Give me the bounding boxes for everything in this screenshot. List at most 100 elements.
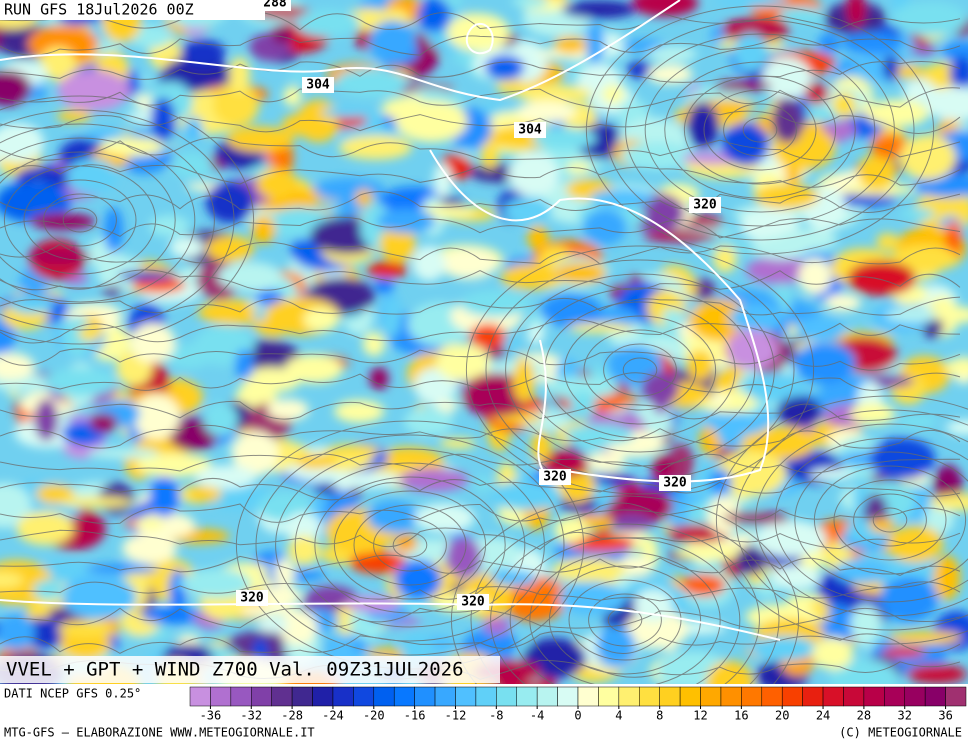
vvel-blob xyxy=(232,430,279,477)
vvel-blob xyxy=(184,116,203,141)
vvel-blob xyxy=(726,328,779,370)
colorbar-swatch xyxy=(802,686,824,707)
colorbar-tick-label: -24 xyxy=(322,709,344,723)
vvel-blob xyxy=(793,342,856,384)
vvel-blob xyxy=(337,472,404,489)
vvel-blob xyxy=(643,230,718,243)
vvel-blob xyxy=(888,631,962,645)
vvel-blob xyxy=(778,6,825,24)
colorbar-tick-label: -28 xyxy=(281,709,303,723)
vvel-blob xyxy=(834,558,890,584)
contour-label: 320 xyxy=(693,198,717,213)
streamline xyxy=(833,479,947,561)
vvel-blob xyxy=(949,56,968,91)
vvel-blob xyxy=(414,503,475,533)
contour-label-bg xyxy=(539,469,571,485)
colorbar-swatch xyxy=(843,686,865,707)
colorbar-swatch xyxy=(332,686,354,707)
streamline xyxy=(392,532,428,558)
colorbar-swatch xyxy=(761,686,783,707)
vvel-blob xyxy=(57,620,115,638)
vvel-blob xyxy=(33,579,64,601)
streamline xyxy=(62,207,98,233)
vvel-blob xyxy=(266,399,309,421)
colorbar-swatch xyxy=(393,686,415,707)
vvel-blob xyxy=(686,102,720,148)
vvel-blob xyxy=(890,244,958,273)
streamline xyxy=(0,348,961,371)
contour-label: 304 xyxy=(306,78,330,93)
vvel-blob xyxy=(132,394,181,440)
source-label: DATI NCEP GFS 0.25° xyxy=(4,687,141,701)
streamline xyxy=(465,245,815,495)
colorbar-swatch xyxy=(536,686,558,707)
streamline xyxy=(664,61,856,199)
vvel-blob xyxy=(583,208,627,246)
vvel-blob xyxy=(175,378,192,401)
colorbar-tick-label: 36 xyxy=(938,709,952,723)
footer-right: (C) METEOGIORNALE xyxy=(839,726,962,740)
contour-label: 320 xyxy=(663,476,687,491)
vvel-blob xyxy=(294,9,361,38)
streamline xyxy=(0,607,961,630)
colorbar-swatch xyxy=(598,686,620,707)
streamline xyxy=(23,179,137,261)
colorbar-swatch xyxy=(189,686,211,707)
vvel-blob xyxy=(284,354,343,384)
contour-label: 288 xyxy=(263,0,287,11)
colorbar-tick-label: -16 xyxy=(404,709,426,723)
vvel-blob xyxy=(754,520,827,557)
vvel-blob xyxy=(440,248,498,280)
vvel-blob xyxy=(362,331,386,357)
colorbar-tick-label: 28 xyxy=(857,709,871,723)
vvel-blob xyxy=(89,413,118,433)
colorbar-swatch xyxy=(230,686,252,707)
colorbar-swatch xyxy=(475,686,497,707)
vvel-blob xyxy=(714,80,772,92)
vvel-blob xyxy=(554,516,589,543)
vvel-blob xyxy=(733,32,768,72)
streamline xyxy=(735,409,968,631)
vvel-blob xyxy=(166,343,213,369)
vvel-blob xyxy=(101,286,123,297)
colorbar-swatch xyxy=(271,686,293,707)
streamline xyxy=(43,193,117,247)
colorbar-swatch xyxy=(434,686,456,707)
streamline xyxy=(0,241,961,265)
vvel-blob xyxy=(272,24,292,45)
colorbar-tick-label: -20 xyxy=(363,709,385,723)
streamline xyxy=(583,329,697,411)
vvel-blob xyxy=(257,617,289,633)
streamline xyxy=(0,424,961,449)
colorbar-swatch xyxy=(945,686,967,707)
colorbar-tick-label: 12 xyxy=(693,709,707,723)
vvel-blob xyxy=(508,151,560,197)
contour-label: 320 xyxy=(461,595,485,610)
vvel-blob xyxy=(181,568,251,599)
vvel-blob xyxy=(334,399,385,423)
vvel-blob xyxy=(366,261,409,278)
vvel-blob xyxy=(517,84,593,104)
vvel-blob xyxy=(0,613,36,651)
colorbar-tick-label: 0 xyxy=(574,709,581,723)
colorbar-tick-label: -32 xyxy=(240,709,262,723)
vvel-blob xyxy=(661,308,683,327)
vvel-blob xyxy=(511,0,549,8)
vvel-blob xyxy=(631,0,699,17)
vvel-blob xyxy=(882,54,900,81)
streamline xyxy=(625,33,895,227)
streamline xyxy=(715,395,968,645)
colorbar-swatch xyxy=(822,686,844,707)
colorbar-tick-label: 32 xyxy=(898,709,912,723)
vvel-blob xyxy=(769,564,821,590)
contour-label: 320 xyxy=(240,591,264,606)
streamline xyxy=(585,5,935,255)
vvel-blob xyxy=(824,293,862,312)
vvel-blob xyxy=(746,256,812,285)
vvel-blob xyxy=(812,637,854,670)
vvel-blob xyxy=(35,484,75,504)
vvel-blob xyxy=(568,323,634,334)
vvel-blob xyxy=(0,122,45,163)
streamline xyxy=(644,47,876,213)
